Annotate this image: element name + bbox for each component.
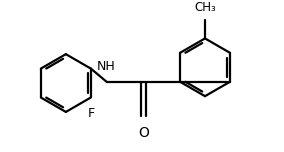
Text: F: F	[88, 107, 95, 121]
Text: O: O	[138, 126, 149, 140]
Text: CH₃: CH₃	[194, 1, 216, 14]
Text: NH: NH	[97, 60, 116, 73]
